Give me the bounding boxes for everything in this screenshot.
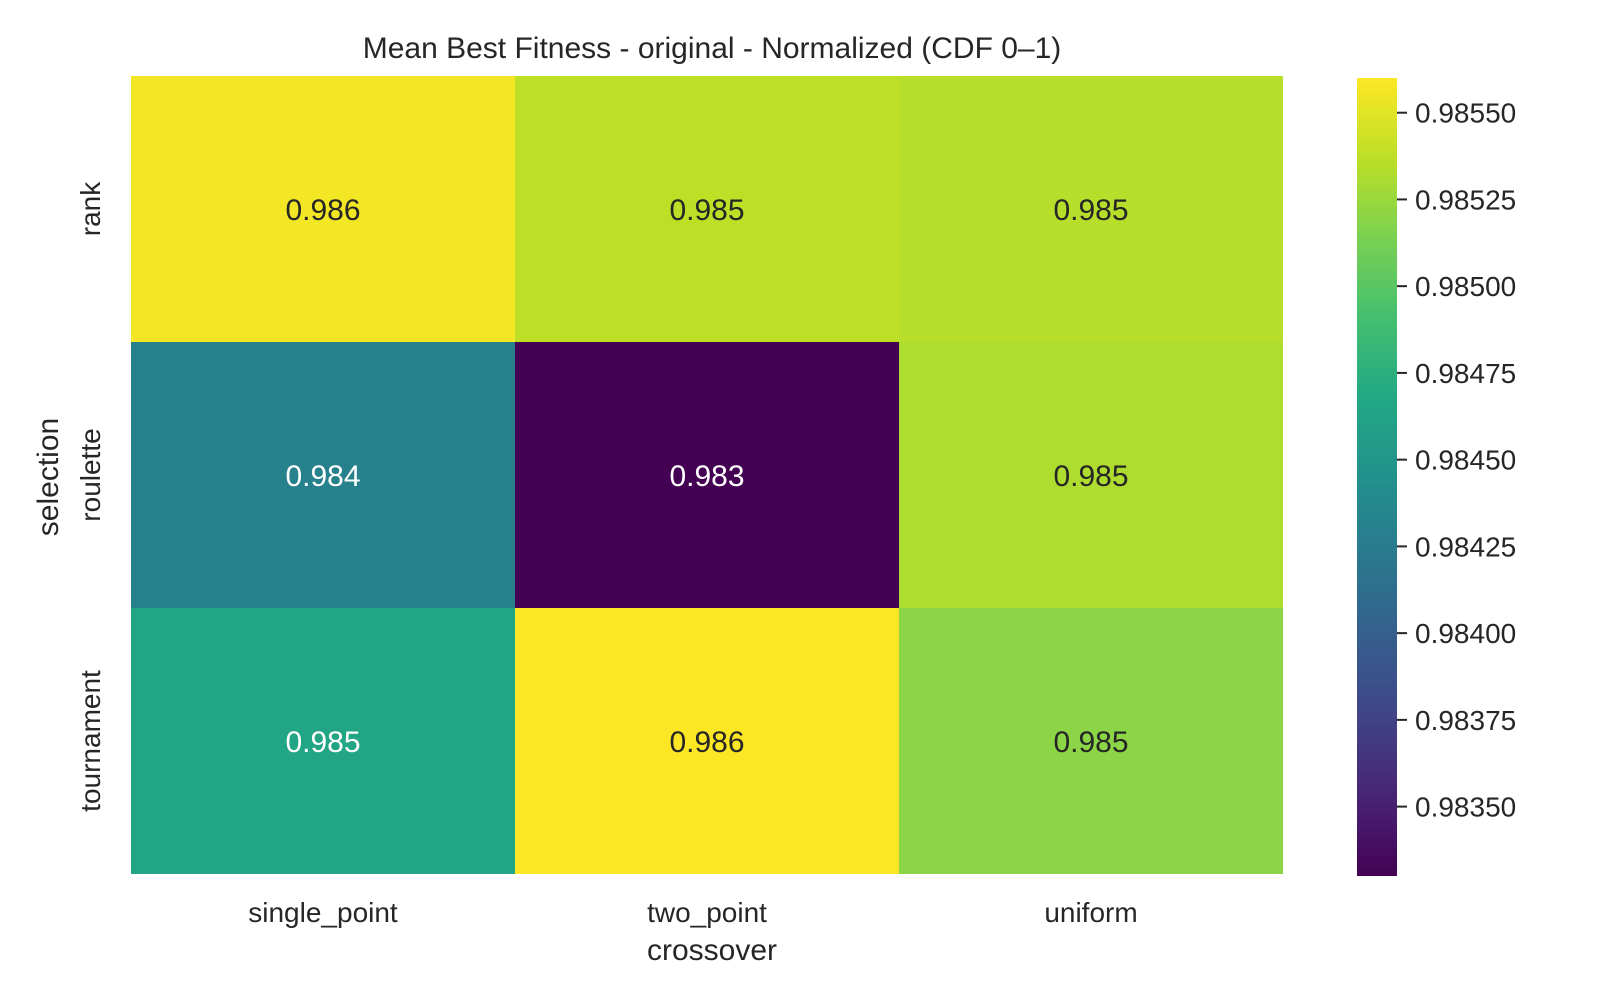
- heatmap-cell: [131, 608, 515, 874]
- colorbar-gradient: [1357, 78, 1397, 876]
- colorbar-ticks: 0.98350 0.98375 0.98400 0.98425 0.98450 0.984…: [1397, 98, 1516, 823]
- y-tick-label: tournament: [75, 670, 106, 812]
- y-tick-label: roulette: [75, 428, 106, 521]
- x-tick-label: single_point: [248, 897, 398, 928]
- heatmap-cell: [131, 76, 515, 342]
- heatmap-cell: [899, 608, 1283, 874]
- colorbar-tick-label: 0.98350: [1415, 792, 1516, 823]
- colorbar-tick-label: 0.98500: [1415, 271, 1516, 302]
- y-tick-label: rank: [75, 181, 106, 236]
- heatmap-cell: [131, 342, 515, 608]
- cell-value-label: 0.985: [1053, 726, 1128, 759]
- heatmap-cell: [515, 608, 899, 874]
- cell-value-label: 0.985: [1053, 460, 1128, 493]
- heatmap-cell: [899, 76, 1283, 342]
- heatmap-cell: [515, 76, 899, 342]
- x-tick-label: uniform: [1044, 897, 1137, 928]
- colorbar-tick-label: 0.98525: [1415, 184, 1516, 215]
- heatmap-cell: [515, 342, 899, 608]
- cell-value-label: 0.985: [285, 726, 360, 759]
- cell-value-label: 0.986: [285, 194, 360, 227]
- colorbar-tick-label: 0.98450: [1415, 445, 1516, 476]
- cell-value-label: 0.983: [669, 460, 744, 493]
- colorbar-tick-label: 0.98400: [1415, 618, 1516, 649]
- cell-value-label: 0.984: [285, 460, 360, 493]
- colorbar-tick-label: 0.98375: [1415, 705, 1516, 736]
- cell-value-label: 0.985: [1053, 194, 1128, 227]
- x-axis-ticks: single_point two_point uniform: [248, 897, 1137, 928]
- heatmap-cell: [899, 342, 1283, 608]
- y-axis-label: selection: [32, 418, 65, 536]
- x-axis-label: crossover: [647, 934, 777, 967]
- cell-value-label: 0.985: [669, 194, 744, 227]
- heatmap-cells: 0.986 0.985 0.985 0.984 0.983 0.985 0.985 0.986…: [131, 76, 1283, 874]
- cell-value-label: 0.986: [669, 726, 744, 759]
- colorbar-tick-label: 0.98550: [1415, 98, 1516, 129]
- y-axis-ticks: rank roulette tournament: [75, 181, 106, 812]
- colorbar-tick-label: 0.98475: [1415, 358, 1516, 389]
- chart-title: Mean Best Fitness - original - Normalize…: [363, 32, 1062, 65]
- colorbar: 0.98350 0.98375 0.98400 0.98425 0.98450 0.984…: [1357, 78, 1516, 876]
- x-tick-label: two_point: [647, 897, 767, 928]
- colorbar-tick-label: 0.98425: [1415, 531, 1516, 562]
